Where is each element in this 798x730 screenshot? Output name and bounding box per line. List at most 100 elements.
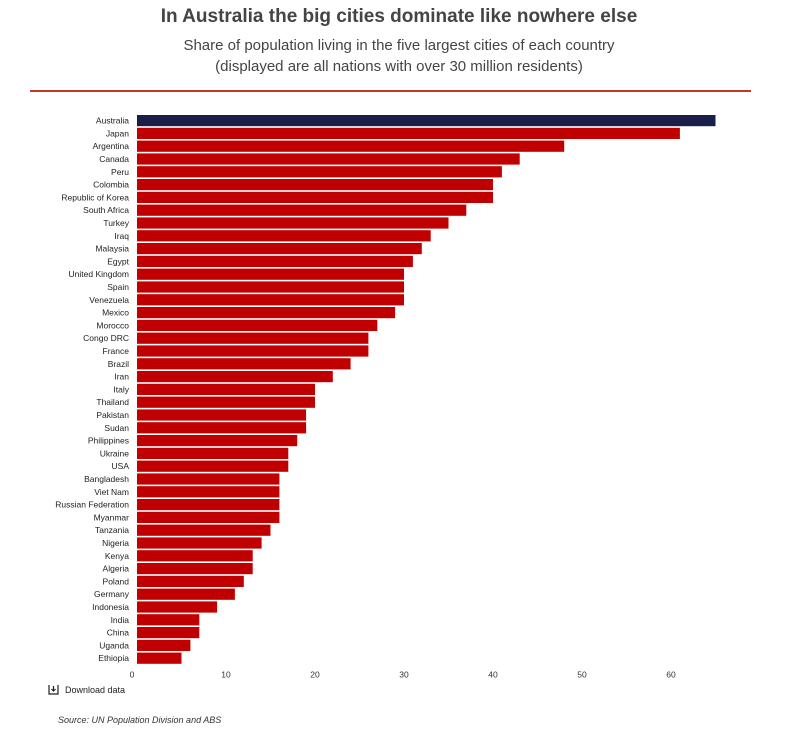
category-label: Spain xyxy=(107,282,129,292)
x-tick-label: 10 xyxy=(221,669,231,679)
subtitle-line-2: (displayed are all nations with over 30 … xyxy=(215,58,583,75)
bar xyxy=(137,575,244,587)
category-label: Australia xyxy=(96,116,129,126)
category-label: USA xyxy=(112,461,130,471)
category-label: Canada xyxy=(99,154,129,164)
bar xyxy=(137,191,493,203)
category-label: Uganda xyxy=(99,640,129,650)
category-label: Russian Federation xyxy=(55,500,129,510)
bar xyxy=(137,422,307,434)
category-label: Bangladesh xyxy=(84,474,129,484)
bar xyxy=(137,601,218,613)
category-label: Philippines xyxy=(88,436,129,446)
bar xyxy=(137,652,182,664)
category-label: United Kingdom xyxy=(69,269,129,279)
x-tick-label: 60 xyxy=(666,669,676,679)
bar xyxy=(137,447,289,459)
category-label: Egypt xyxy=(107,256,129,266)
category-label: Argentina xyxy=(93,141,130,151)
bar xyxy=(137,140,565,152)
x-tick-label: 30 xyxy=(399,669,409,679)
chart-subtitle: Share of population living in the five l… xyxy=(0,35,798,77)
category-label: Nigeria xyxy=(102,538,129,548)
x-tick-label: 50 xyxy=(577,669,587,679)
bar xyxy=(137,204,467,216)
category-label: Venezuela xyxy=(89,295,129,305)
category-label: Germany xyxy=(94,589,130,599)
bar xyxy=(137,537,262,549)
category-label: Ukraine xyxy=(100,448,130,458)
category-label: Turkey xyxy=(103,218,129,228)
bar xyxy=(137,217,449,229)
bar xyxy=(137,115,716,127)
bar xyxy=(137,345,369,357)
download-data-label: Download data xyxy=(65,684,126,695)
category-label: France xyxy=(103,346,130,356)
bar xyxy=(137,166,502,178)
category-label: India xyxy=(111,615,130,625)
category-label: Italy xyxy=(113,384,129,394)
category-label: Republic of Korea xyxy=(61,192,129,202)
bar xyxy=(137,627,200,639)
bar xyxy=(137,127,680,139)
bar xyxy=(137,409,307,421)
category-label: Colombia xyxy=(93,180,129,190)
category-label: Kenya xyxy=(105,551,129,561)
bar xyxy=(137,435,298,447)
bar xyxy=(137,243,422,255)
bar xyxy=(137,255,413,267)
title-divider xyxy=(30,90,751,92)
bar xyxy=(137,307,396,319)
category-label: Morocco xyxy=(96,320,129,330)
bar xyxy=(137,473,280,485)
category-label: Iran xyxy=(114,372,129,382)
category-label: Sudan xyxy=(104,423,129,433)
category-label: Peru xyxy=(111,167,129,177)
subtitle-line-1: Share of population living in the five l… xyxy=(183,37,615,54)
category-label: Tanzania xyxy=(95,525,129,535)
bar xyxy=(137,614,200,626)
bar xyxy=(137,486,280,498)
bar xyxy=(137,294,404,306)
bar xyxy=(137,281,404,293)
chart-title: In Australia the big cities dominate lik… xyxy=(160,6,638,27)
bar xyxy=(137,371,333,383)
bar xyxy=(137,358,351,370)
category-label: Thailand xyxy=(96,397,129,407)
x-tick-label: 20 xyxy=(310,669,320,679)
bar xyxy=(137,588,235,600)
category-label: Mexico xyxy=(102,308,129,318)
bar xyxy=(137,268,404,280)
category-label: South Africa xyxy=(83,205,129,215)
download-data-button[interactable]: Download data xyxy=(48,684,125,695)
bar xyxy=(137,563,253,575)
category-label: Brazil xyxy=(108,359,129,369)
category-label: Pakistan xyxy=(96,410,129,420)
category-label: Japan xyxy=(106,128,129,138)
category-label: Viet Nam xyxy=(94,487,129,497)
category-label: Algeria xyxy=(103,564,130,574)
category-label: Poland xyxy=(103,576,130,586)
bar xyxy=(137,524,271,536)
category-label: Ethiopia xyxy=(98,653,129,663)
x-tick-label: 0 xyxy=(130,669,135,679)
bar xyxy=(137,383,315,395)
bar xyxy=(137,511,280,523)
bar xyxy=(137,499,280,511)
bar xyxy=(137,639,191,651)
category-label: Malaysia xyxy=(95,244,129,254)
category-label: Myanmar xyxy=(94,512,130,522)
bar xyxy=(137,319,378,331)
download-icon xyxy=(48,685,59,695)
x-tick-label: 40 xyxy=(488,669,498,679)
bar xyxy=(137,460,289,472)
bar-chart: Australia Japan Argentina Canada Peru Colombi… xyxy=(55,115,716,679)
category-label: China xyxy=(107,628,129,638)
bar xyxy=(137,332,369,344)
category-label: Indonesia xyxy=(92,602,129,612)
bar xyxy=(137,230,431,242)
category-label: Congo DRC xyxy=(83,333,129,343)
category-label: Iraq xyxy=(114,231,129,241)
source-note: Source: UN Population Division and ABS xyxy=(58,715,222,725)
bar xyxy=(137,550,253,562)
